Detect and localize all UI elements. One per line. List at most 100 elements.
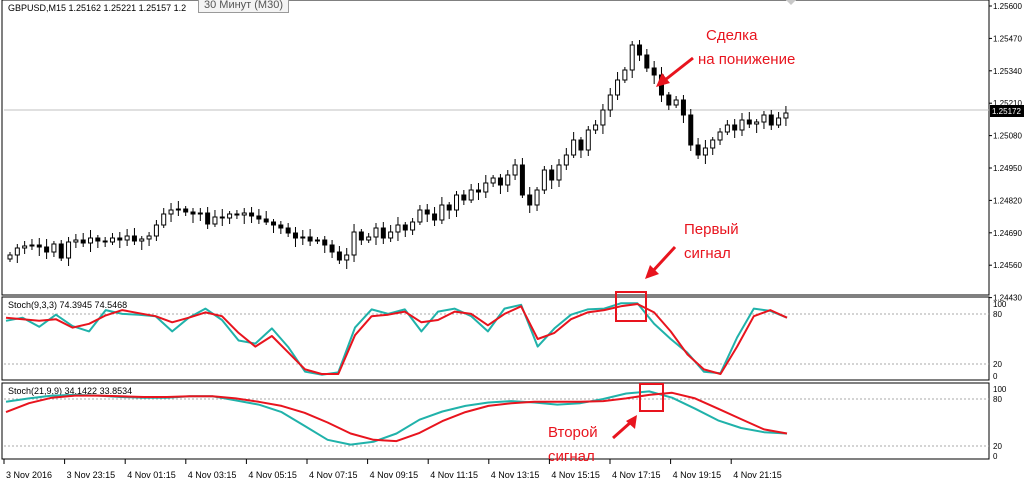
sell-annotation-line2: на понижение: [698, 51, 795, 68]
candle-body: [190, 211, 196, 215]
candle-body: [139, 238, 145, 242]
candle-body: [615, 79, 621, 96]
candle-body: [241, 212, 247, 216]
price-tick-label: 1.25340: [993, 67, 1022, 76]
candle-body: [395, 224, 401, 233]
first-signal-line1: Первый: [684, 221, 739, 238]
first-signal-line2: сигнал: [684, 245, 731, 262]
candle-body: [454, 194, 460, 211]
price-tick-label: 1.25600: [993, 2, 1022, 11]
candle-body: [212, 216, 218, 225]
candle-body: [168, 209, 174, 215]
candle-body: [109, 237, 115, 243]
candle-body: [336, 251, 342, 261]
time-axis: 3 Nov 2016 3 Nov 23:15 4 Nov 01:15 4 Nov 03…: [3, 459, 782, 480]
candle-body: [761, 114, 767, 123]
candle-body: [271, 221, 277, 226]
time-tick-label: 4 Nov 15:15: [551, 470, 600, 480]
price-tick-label: 1.25080: [993, 132, 1022, 141]
price-tick-label: 1.24560: [993, 261, 1022, 270]
candle-body: [541, 169, 547, 191]
candle-body: [732, 124, 738, 131]
candle-body: [366, 236, 372, 241]
main-price-panel[interactable]: [1, 0, 990, 296]
candle-body: [637, 44, 643, 56]
candle-body: [344, 254, 350, 261]
time-tick-label: 4 Nov 19:15: [673, 470, 722, 480]
time-tick-label: 4 Nov 03:15: [188, 470, 237, 480]
stoch1-axis-80: 80: [993, 310, 1002, 319]
candle-body: [578, 139, 584, 151]
candle-body: [285, 227, 291, 234]
chart-shift-marker[interactable]: [786, 0, 796, 5]
candle-body: [249, 212, 255, 217]
sell-arrow: [656, 56, 694, 87]
candle-body: [388, 231, 394, 239]
current-price-value: 1.25172: [992, 107, 1021, 116]
candle-body: [549, 169, 555, 181]
second-signal-arrow: [612, 415, 637, 440]
candle-body: [36, 244, 42, 248]
candle-body: [417, 209, 423, 223]
candle-body: [571, 139, 577, 156]
candle-body: [622, 69, 628, 81]
candle-body: [680, 99, 686, 116]
stoch2-axis-80: 80: [993, 395, 1002, 404]
stoch2-panel[interactable]: [1, 382, 990, 460]
candle-body: [329, 244, 335, 253]
second-signal-line2: сигнал: [548, 448, 595, 465]
candle-body: [307, 236, 313, 242]
candle-body: [51, 243, 57, 253]
candle-body: [300, 236, 306, 239]
timeframe-tooltip: 30 Минут (M30): [198, 0, 289, 13]
candle-body: [227, 213, 233, 219]
stoch1-panel[interactable]: [1, 296, 990, 381]
candle-body: [175, 208, 181, 211]
candle-body: [688, 114, 694, 146]
candle-body: [600, 109, 606, 126]
candle-body: [161, 213, 167, 226]
candle-body: [117, 237, 123, 241]
candle-body: [461, 194, 467, 201]
candle-body: [410, 221, 416, 231]
time-tick-label: 4 Nov 17:15: [612, 470, 661, 480]
candlestick-series: [7, 40, 789, 269]
price-tick-label: 1.24430: [993, 294, 1022, 303]
price-tick-label: 1.25210: [993, 99, 1022, 108]
candle-body: [490, 177, 496, 184]
candle-body: [556, 164, 562, 181]
time-tick-label: 4 Nov 09:15: [370, 470, 419, 480]
candle-body: [44, 246, 50, 253]
time-tick-label: 4 Nov 05:15: [248, 470, 297, 480]
candle-body: [58, 243, 64, 259]
price-tick-label: 1.24690: [993, 229, 1022, 238]
candle-body: [746, 119, 752, 125]
candle-body: [256, 215, 262, 220]
candle-body: [219, 216, 225, 219]
candle-body: [739, 119, 745, 131]
candle-body: [651, 67, 657, 76]
stoch2-axis-100: 100: [993, 385, 1007, 394]
candle-body: [475, 189, 481, 193]
time-tick-label: 4 Nov 11:15: [430, 470, 478, 480]
sell-annotation-line1: Сделка: [706, 27, 758, 44]
price-tick-label: 1.25470: [993, 34, 1022, 43]
price-axis: 1.25600 1.25470 1.25340 1.25210 1.25080 1.249…: [989, 2, 1022, 303]
candle-body: [512, 164, 518, 176]
candle-body: [7, 254, 13, 260]
candle-body: [432, 213, 438, 221]
candle-body: [380, 227, 386, 239]
candle-body: [783, 112, 789, 119]
candle-body: [754, 121, 760, 125]
time-tick-label: 4 Nov 21:15: [733, 470, 782, 480]
time-tick-label: 3 Nov 2016: [6, 470, 52, 480]
stoch2-axis-20: 20: [993, 442, 1002, 451]
candle-body: [673, 99, 679, 106]
candle-body: [314, 239, 320, 242]
candle-body: [102, 240, 108, 243]
candle-body: [263, 218, 269, 223]
candle-body: [358, 231, 364, 241]
stoch2-label: Stoch(21,9,9) 34.1422 33.8534: [8, 386, 132, 396]
